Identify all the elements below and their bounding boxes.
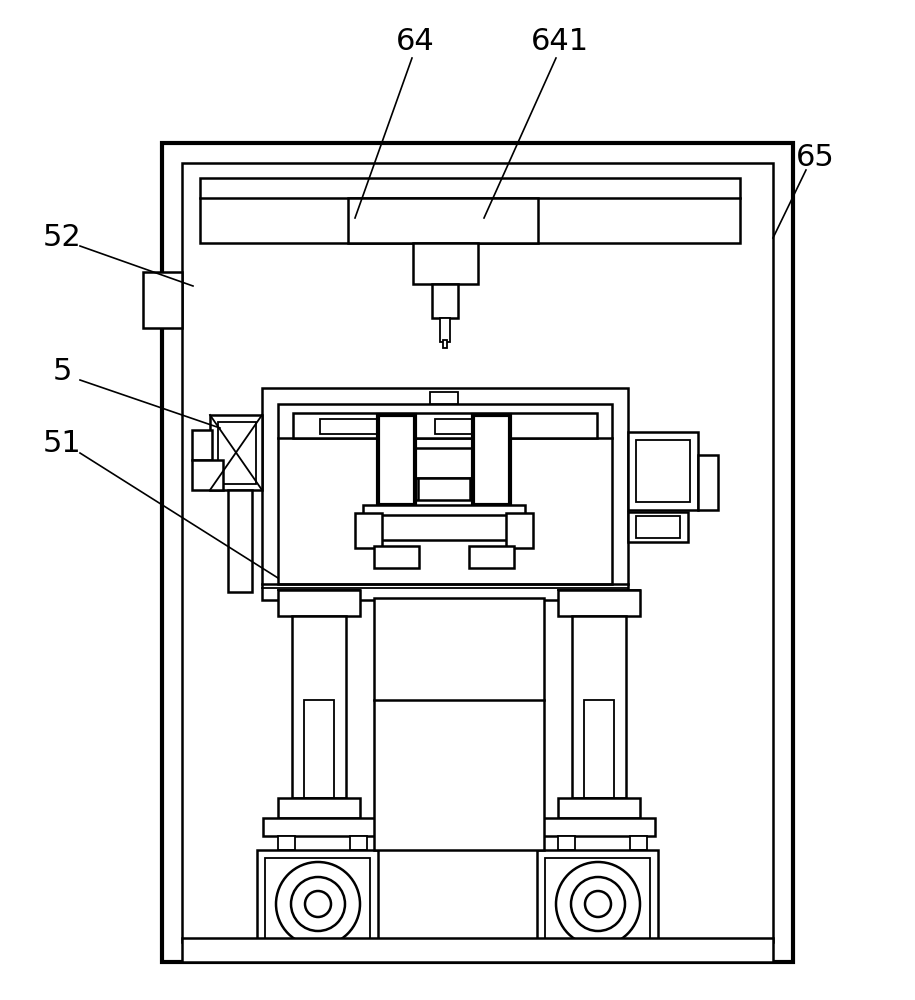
Bar xyxy=(192,460,223,490)
Bar xyxy=(182,938,773,962)
Bar xyxy=(418,478,470,504)
Bar xyxy=(558,836,575,850)
Bar xyxy=(192,430,212,460)
Bar xyxy=(374,546,419,568)
Bar xyxy=(292,616,346,798)
Bar xyxy=(350,836,367,850)
Bar xyxy=(265,858,370,950)
Bar xyxy=(210,415,262,490)
Bar xyxy=(162,143,793,962)
Bar xyxy=(398,500,490,510)
Circle shape xyxy=(305,891,331,917)
Bar xyxy=(200,178,740,243)
Circle shape xyxy=(571,877,625,931)
Bar xyxy=(374,598,544,850)
Bar xyxy=(636,516,680,538)
Bar xyxy=(506,513,533,548)
Bar xyxy=(304,700,334,798)
Circle shape xyxy=(291,877,345,931)
Bar xyxy=(473,415,510,505)
Circle shape xyxy=(585,891,611,917)
Text: 641: 641 xyxy=(531,27,589,56)
Bar xyxy=(278,590,360,616)
Bar xyxy=(698,455,718,510)
Bar xyxy=(443,340,447,348)
Bar xyxy=(348,198,538,243)
Bar xyxy=(469,546,514,568)
Bar xyxy=(558,798,640,818)
Bar xyxy=(378,415,415,505)
Bar xyxy=(263,818,375,836)
Text: 51: 51 xyxy=(43,428,81,458)
Bar xyxy=(355,513,382,548)
Bar xyxy=(257,850,378,958)
Bar xyxy=(440,318,450,342)
Bar xyxy=(278,404,612,584)
Bar xyxy=(432,284,458,318)
Text: 5: 5 xyxy=(52,358,71,386)
Circle shape xyxy=(276,862,360,946)
Bar xyxy=(143,272,182,328)
Bar xyxy=(628,512,688,542)
Bar xyxy=(430,392,458,404)
Bar xyxy=(413,243,478,284)
Text: 64: 64 xyxy=(395,27,435,56)
Bar xyxy=(413,448,475,478)
Bar xyxy=(545,858,650,950)
Text: 52: 52 xyxy=(43,224,81,252)
Bar xyxy=(278,836,295,850)
Circle shape xyxy=(556,862,640,946)
Bar xyxy=(537,850,658,958)
Bar xyxy=(182,163,773,942)
Bar xyxy=(572,616,626,798)
Bar xyxy=(218,422,256,484)
Bar xyxy=(630,836,647,850)
Bar xyxy=(363,505,525,515)
Bar xyxy=(558,590,640,616)
Bar xyxy=(320,419,380,434)
Bar xyxy=(584,700,614,798)
Bar xyxy=(628,432,698,510)
Bar xyxy=(636,440,690,502)
Bar xyxy=(228,490,252,592)
Bar xyxy=(543,818,655,836)
Bar xyxy=(293,413,597,438)
Bar xyxy=(435,419,495,434)
Text: 65: 65 xyxy=(796,143,834,172)
Bar xyxy=(278,798,360,818)
Bar xyxy=(262,388,628,600)
